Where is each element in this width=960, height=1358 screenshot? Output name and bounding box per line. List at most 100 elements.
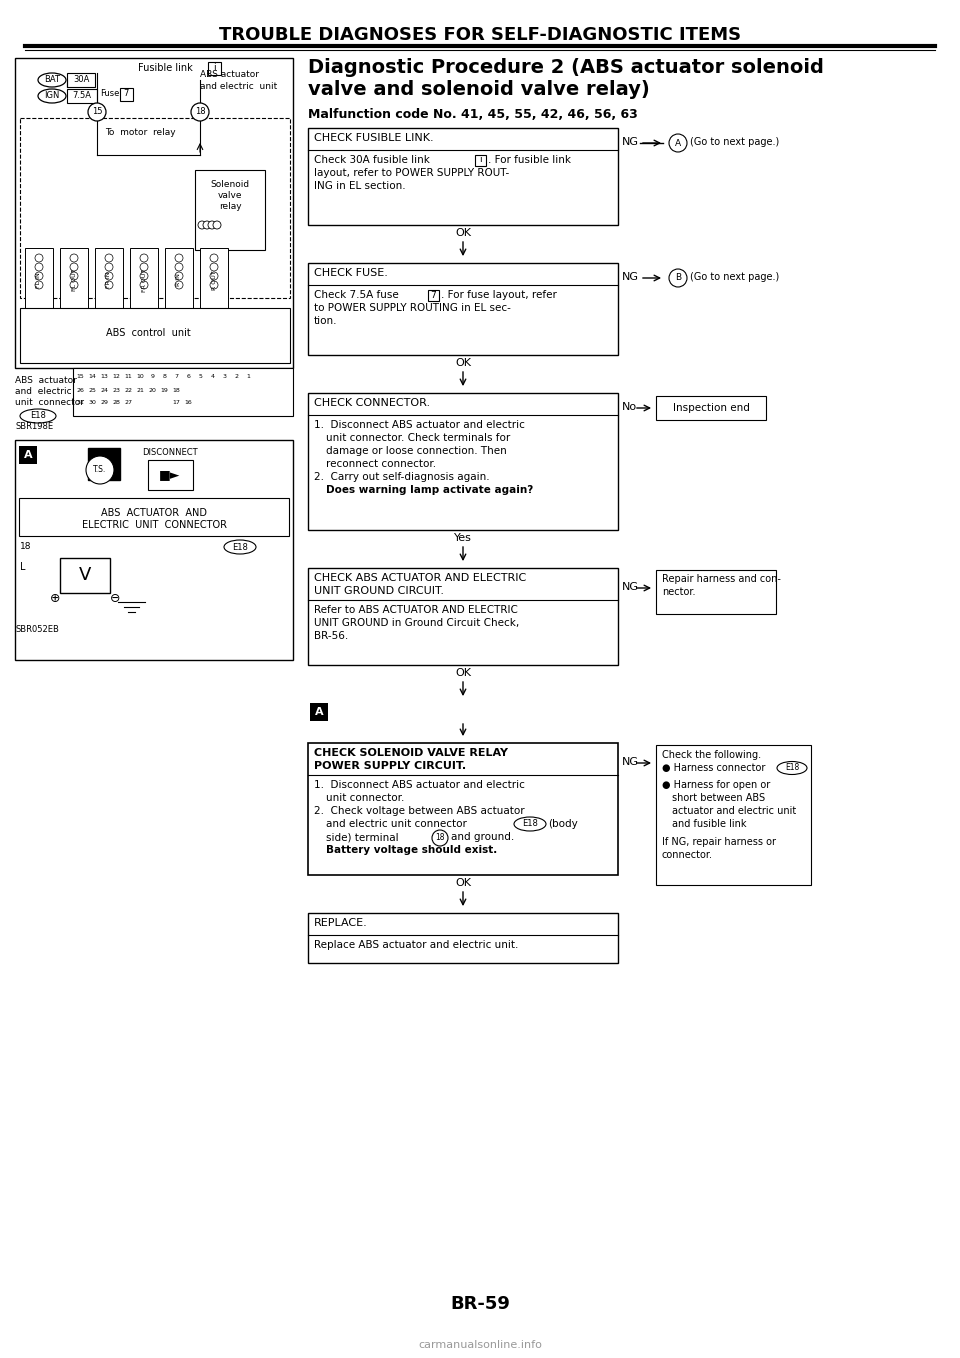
Bar (67, 90, 97, 103)
Text: side) terminal: side) terminal (326, 832, 398, 842)
Text: BR-56.: BR-56. (314, 631, 348, 641)
Text: FL OUT: FL OUT (71, 269, 77, 291)
Text: 8: 8 (162, 375, 166, 379)
Text: DISCONNECT: DISCONNECT (142, 448, 198, 458)
Text: and  electric: and electric (15, 387, 72, 397)
Text: Check 7.5A fuse: Check 7.5A fuse (314, 291, 398, 300)
Text: 18: 18 (173, 387, 180, 392)
Bar (219, 372, 230, 383)
Circle shape (210, 281, 218, 289)
Text: V: V (79, 566, 91, 584)
Text: A: A (675, 139, 681, 148)
Circle shape (105, 263, 113, 272)
Circle shape (140, 272, 148, 280)
Circle shape (175, 281, 183, 289)
Circle shape (175, 263, 183, 272)
Bar (308, 128, 618, 225)
Text: Battery voltage should exist.: Battery voltage should exist. (326, 845, 497, 856)
Bar (310, 703, 328, 721)
Text: OK: OK (455, 359, 471, 368)
Text: 27: 27 (125, 401, 132, 406)
Polygon shape (88, 448, 120, 479)
Circle shape (140, 281, 148, 289)
Bar (95, 249, 123, 308)
Text: ABS  ACTUATOR  AND: ABS ACTUATOR AND (101, 508, 207, 517)
Text: ABS actuator: ABS actuator (200, 71, 259, 79)
Bar (195, 372, 206, 383)
Text: 17: 17 (173, 401, 180, 406)
Circle shape (35, 263, 43, 272)
Text: 7: 7 (123, 90, 129, 99)
Text: Check 30A fusible link: Check 30A fusible link (314, 155, 430, 166)
Text: reconnect connector.: reconnect connector. (326, 459, 436, 469)
Text: and electric unit connector: and electric unit connector (326, 819, 467, 828)
Bar (111, 386, 122, 397)
Bar (99, 386, 110, 397)
Text: 25: 25 (88, 387, 96, 392)
Text: 21: 21 (136, 387, 144, 392)
Text: layout, refer to POWER SUPPLY ROUT-: layout, refer to POWER SUPPLY ROUT- (314, 168, 509, 178)
Text: BAT: BAT (44, 76, 60, 84)
Bar (207, 372, 218, 383)
Text: B: B (675, 273, 681, 282)
Text: CHECK ABS ACTUATOR AND ELECTRIC: CHECK ABS ACTUATOR AND ELECTRIC (314, 573, 526, 583)
Text: 28: 28 (112, 401, 120, 406)
Text: 20: 20 (149, 387, 156, 392)
Circle shape (105, 254, 113, 262)
Bar (656, 397, 766, 420)
Text: (Go to next page.): (Go to next page.) (690, 272, 780, 282)
Text: (Go to next page.): (Go to next page.) (690, 137, 780, 147)
Bar (87, 398, 98, 409)
Bar (75, 398, 86, 409)
Circle shape (669, 269, 687, 287)
Bar (308, 913, 618, 963)
Bar (60, 558, 110, 593)
Circle shape (198, 221, 206, 230)
Text: and ground.: and ground. (451, 832, 515, 842)
Text: 10: 10 (136, 375, 144, 379)
Circle shape (86, 456, 114, 483)
Bar (75, 372, 86, 383)
Text: Diagnostic Procedure 2 (ABS actuator solenoid: Diagnostic Procedure 2 (ABS actuator sol… (308, 58, 824, 77)
Text: POWER SUPPLY CIRCUIT.: POWER SUPPLY CIRCUIT. (314, 760, 467, 771)
Circle shape (203, 221, 211, 230)
Text: relay: relay (219, 202, 241, 210)
Text: OK: OK (455, 228, 471, 238)
Text: CHECK FUSIBLE LINK.: CHECK FUSIBLE LINK. (314, 133, 434, 143)
Text: 13: 13 (101, 375, 108, 379)
Text: E18: E18 (30, 411, 46, 421)
Bar (123, 372, 134, 383)
Circle shape (70, 272, 78, 280)
Text: NG: NG (622, 756, 639, 767)
Text: ⊖: ⊖ (109, 592, 120, 604)
Text: NG: NG (622, 137, 639, 147)
Ellipse shape (224, 540, 256, 554)
Text: 23: 23 (112, 387, 121, 392)
Bar (120, 88, 133, 100)
Circle shape (432, 830, 448, 846)
Bar (165, 249, 193, 308)
Bar (171, 398, 182, 409)
Text: To  motor  relay: To motor relay (105, 128, 176, 137)
Text: Solenoid: Solenoid (210, 181, 250, 189)
Text: unit connector. Check terminals for: unit connector. Check terminals for (326, 433, 511, 443)
Text: OK: OK (455, 668, 471, 678)
Text: 1: 1 (247, 375, 251, 379)
Ellipse shape (20, 409, 56, 422)
Text: Check the following.: Check the following. (662, 750, 761, 760)
Text: Fuse: Fuse (100, 90, 119, 98)
Text: ABS  control  unit: ABS control unit (106, 329, 190, 338)
Bar (171, 372, 182, 383)
Circle shape (70, 281, 78, 289)
Bar (171, 386, 182, 397)
Text: 22: 22 (125, 387, 132, 392)
Text: ELECTRIC  UNIT  CONNECTOR: ELECTRIC UNIT CONNECTOR (82, 520, 227, 530)
Bar (25, 249, 53, 308)
Text: FR IN: FR IN (107, 272, 111, 288)
Text: 7: 7 (175, 375, 179, 379)
Text: 30: 30 (88, 401, 96, 406)
Bar (147, 372, 158, 383)
Text: SBR198E: SBR198E (15, 422, 53, 430)
Text: damage or loose connection. Then: damage or loose connection. Then (326, 445, 507, 456)
Circle shape (140, 254, 148, 262)
